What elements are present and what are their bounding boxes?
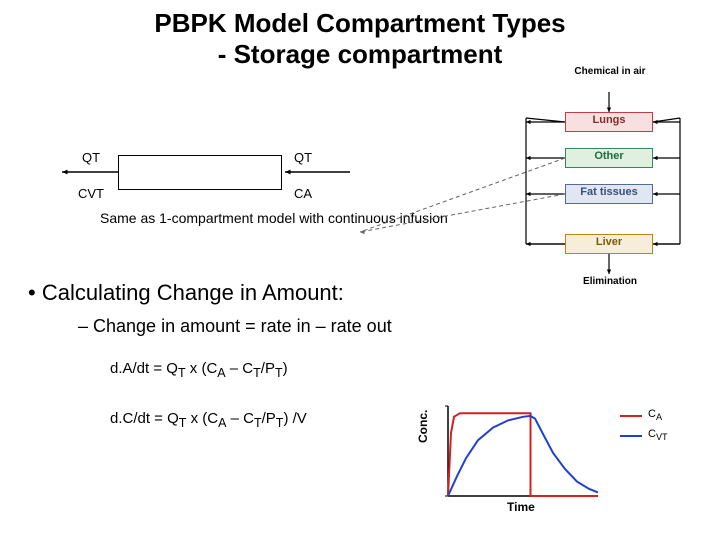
compartment-box <box>118 155 282 190</box>
pbpk-box-liver: Liver <box>565 234 653 254</box>
bullet-main: • Calculating Change in Amount: <box>28 280 344 306</box>
label-cvt-left: CVT <box>78 186 104 201</box>
conc-time-chart: Conc. Time <box>430 400 610 510</box>
title-line-1: PBPK Model Compartment Types <box>0 8 720 39</box>
chart-plot <box>430 400 610 510</box>
pbpk-box-lungs: Lungs <box>565 112 653 132</box>
chart-ylabel: Conc. <box>416 410 430 443</box>
label-qt-right: QT <box>294 150 312 165</box>
bullet-sub: – Change in amount = rate in – rate out <box>78 316 392 337</box>
equation-dcdt: d.C/dt = QT x (CA – CT/PT) /V <box>110 410 307 430</box>
pbpk-label-elim: Elimination <box>570 276 650 287</box>
pbpk-diagram: LungsOtherFat tissuesLiver Chemical in a… <box>520 88 700 298</box>
pbpk-lines <box>320 88 720 308</box>
equation-dadt: d.A/dt = QT x (CA – CT/PT) <box>110 360 288 380</box>
chart-xlabel: Time <box>507 500 535 514</box>
pbpk-label-air: Chemical in air <box>570 66 650 77</box>
slide-title: PBPK Model Compartment Types - Storage c… <box>0 0 720 70</box>
pbpk-box-fat: Fat tissues <box>565 184 653 204</box>
label-qt-left: QT <box>82 150 100 165</box>
label-ca-right: CA <box>294 186 312 201</box>
pbpk-box-other: Other <box>565 148 653 168</box>
